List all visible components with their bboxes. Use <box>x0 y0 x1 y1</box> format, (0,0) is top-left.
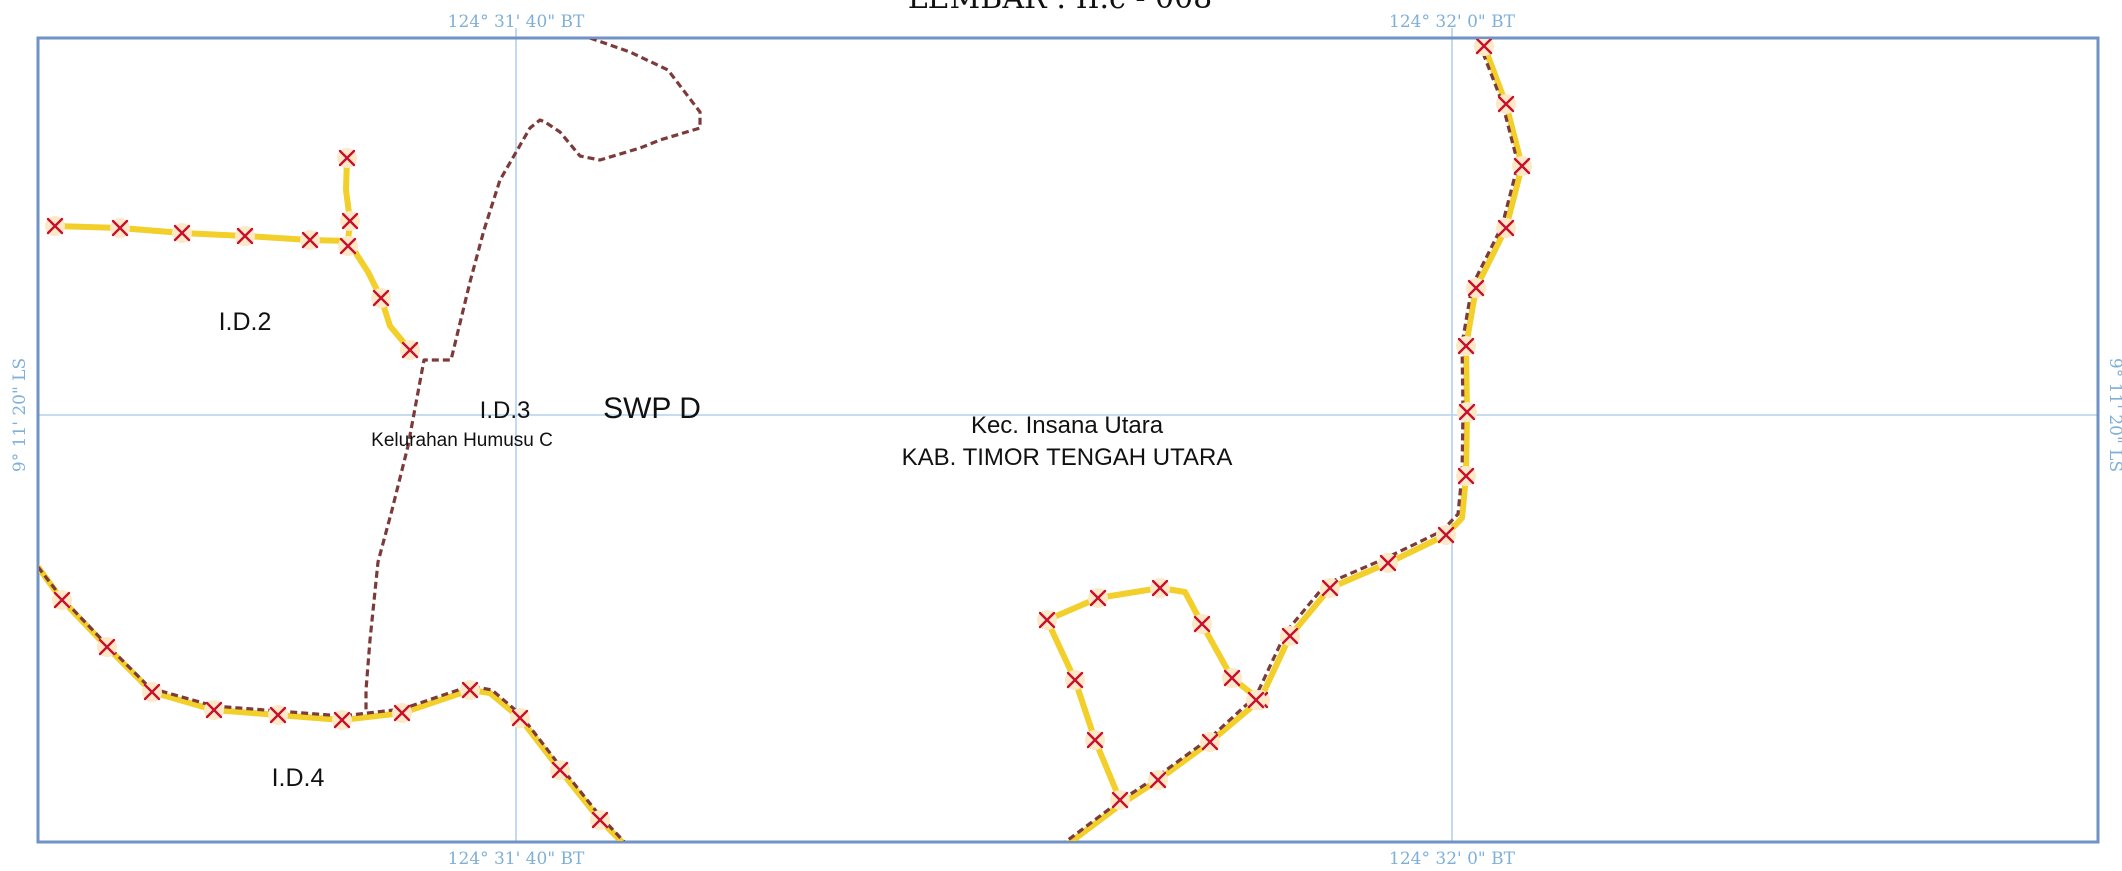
road-nw-spur <box>343 155 353 244</box>
pole-marker <box>1320 578 1340 598</box>
pole-marker <box>45 216 65 236</box>
pole-marker <box>1466 278 1486 298</box>
pole-marker <box>1246 690 1266 710</box>
road-southwest <box>39 564 626 841</box>
pole-marker <box>1222 668 1242 688</box>
pole-marker <box>340 211 360 231</box>
grid-label-lat-right: 9° 11' 20" LS <box>2105 358 2122 472</box>
label-kabupaten: KAB. TIMOR TENGAH UTARA <box>902 444 1233 471</box>
pole-marker <box>1200 732 1220 752</box>
grid-label-lon-east-top: 124° 32' 0" BT <box>1389 12 1516 32</box>
pole-marker <box>590 810 610 830</box>
pole-marker <box>1110 790 1130 810</box>
label-block-id2: I.D.2 <box>219 308 272 336</box>
pole-marker <box>1496 94 1516 114</box>
pole-marker <box>1148 770 1168 790</box>
pole-marker <box>1456 466 1476 486</box>
pole-marker <box>1150 578 1170 598</box>
pole-marker <box>1088 588 1108 608</box>
pole-marker <box>400 340 420 360</box>
grid-label-lon-west-top: 124° 31' 40" BT <box>448 12 585 32</box>
grid-label-lon-east-bottom: 124° 32' 0" BT <box>1389 849 1516 869</box>
pole-marker <box>1065 670 1085 690</box>
map-frame <box>36 36 2100 844</box>
pole-marker <box>332 710 352 730</box>
label-block-id3: I.D.3 <box>480 397 531 424</box>
label-kelurahan: Kelurahan Humusu C <box>371 430 553 451</box>
pole-marker <box>510 708 530 728</box>
pole-marker <box>235 226 255 246</box>
pole-marker <box>52 590 72 610</box>
pole-marker <box>97 637 117 657</box>
pole-marker <box>371 288 391 308</box>
pole-marker <box>204 700 224 720</box>
label-block-id4: I.D.4 <box>272 764 325 792</box>
pole-marker <box>1457 402 1477 422</box>
pole-marker <box>460 680 480 700</box>
pole-marker <box>550 760 570 780</box>
pole-marker <box>110 218 130 238</box>
pole-marker <box>337 148 357 168</box>
pole-markers <box>45 39 1532 830</box>
graticule <box>38 28 2098 842</box>
pole-marker <box>1085 730 1105 750</box>
sheet-title: LEMBAR : II.c - 008 <box>908 0 1213 16</box>
roads <box>39 39 1525 841</box>
pole-marker <box>1456 336 1476 356</box>
pole-marker <box>392 703 412 723</box>
road-triangle <box>1044 585 1263 803</box>
label-swp: SWP D <box>603 392 701 425</box>
pole-marker <box>338 236 358 256</box>
pole-marker <box>1474 39 1494 56</box>
pole-marker <box>142 682 162 702</box>
boundaries <box>39 39 1520 841</box>
pole-marker <box>1436 525 1456 545</box>
pole-marker <box>1192 614 1212 634</box>
pole-marker <box>268 705 288 725</box>
boundary-village <box>364 39 702 712</box>
pole-marker <box>1378 553 1398 573</box>
grid-label-lon-west-bottom: 124° 31' 40" BT <box>448 849 585 869</box>
pole-marker <box>1496 218 1516 238</box>
road-southeast <box>1067 39 1525 841</box>
boundary-southeast <box>1064 39 1520 841</box>
boundary-southwest <box>39 566 626 841</box>
pole-marker <box>1512 156 1532 176</box>
pole-marker <box>300 230 320 250</box>
pole-marker <box>1280 626 1300 646</box>
pole-marker <box>172 223 192 243</box>
grid-label-lat-left: 9° 11' 20" LS <box>10 358 30 472</box>
label-kecamatan: Kec. Insana Utara <box>971 412 1164 439</box>
pole-marker <box>1037 610 1057 630</box>
